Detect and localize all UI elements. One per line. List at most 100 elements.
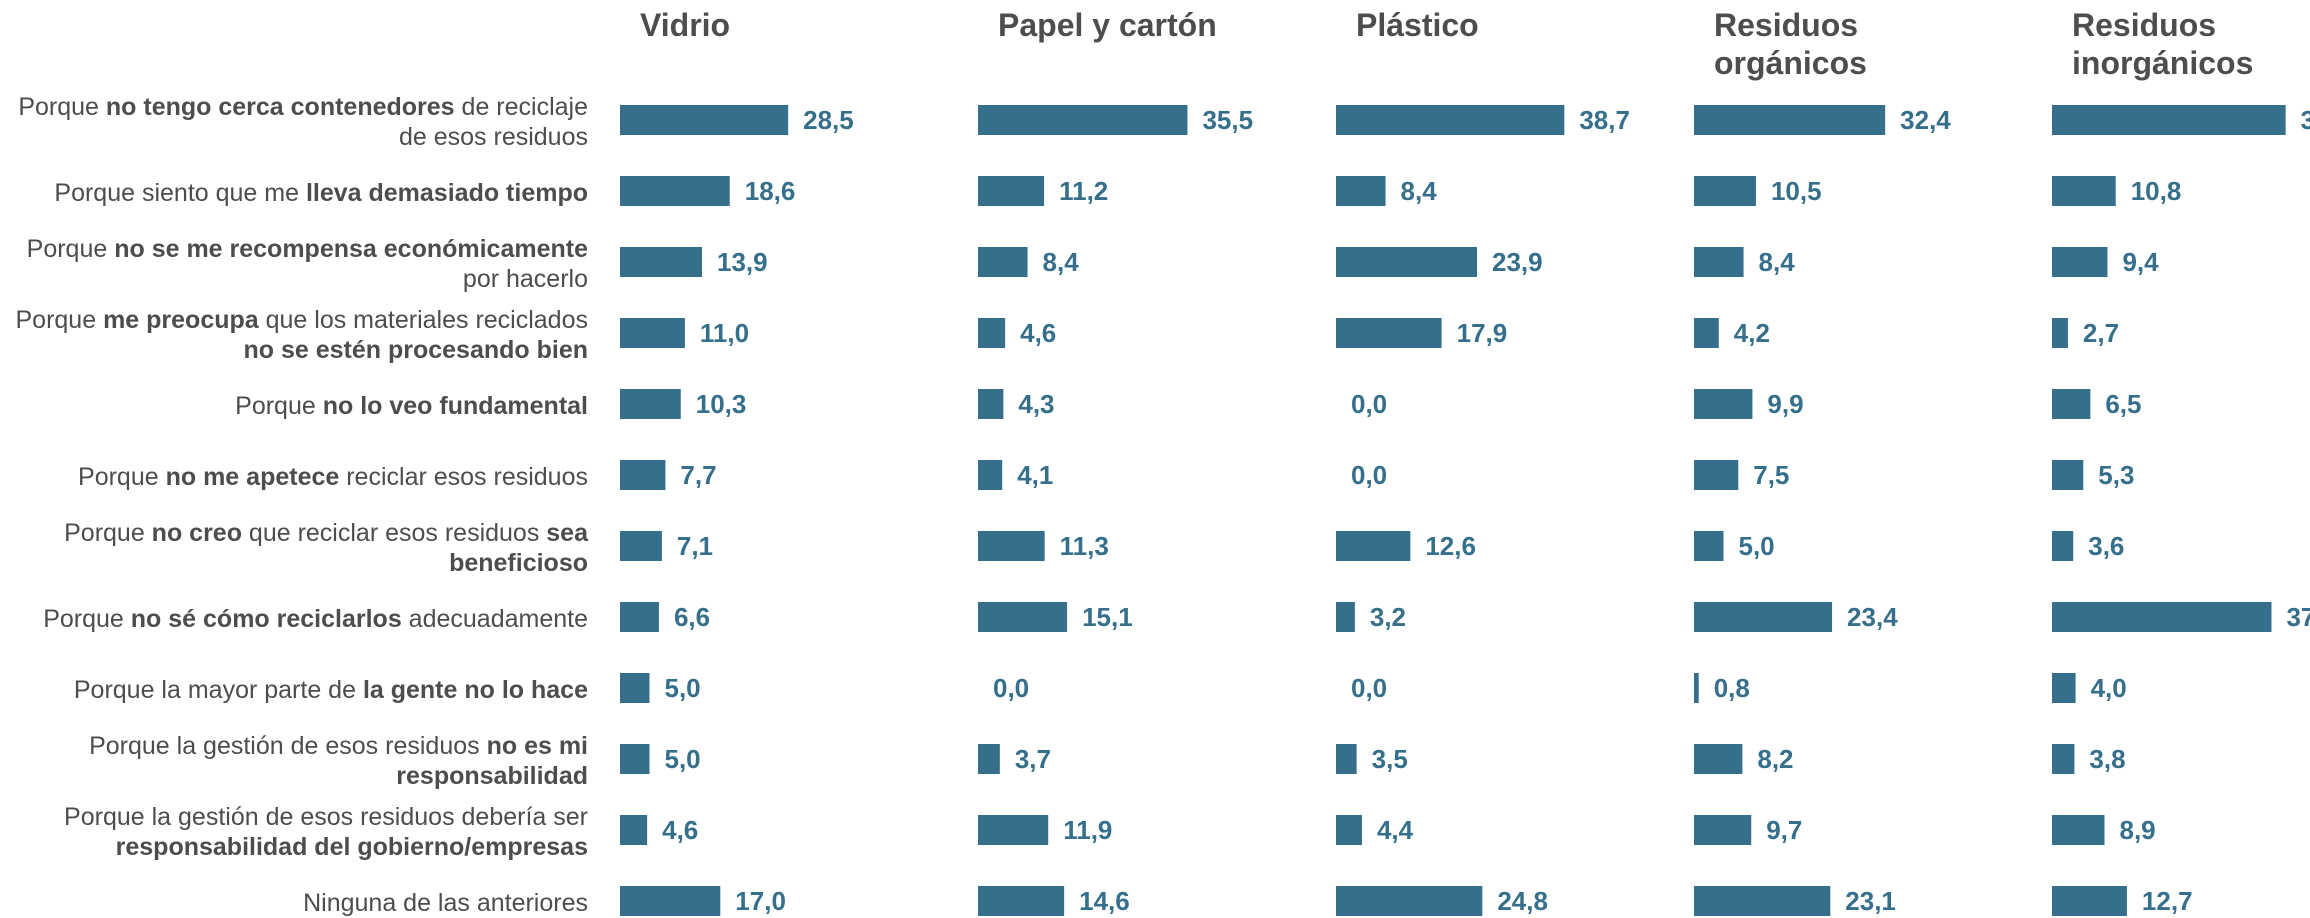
category-label-part: Ninguna de las anteriores [303, 889, 588, 917]
data-label: 2,7 [2083, 318, 2119, 348]
bar [620, 247, 703, 277]
bar [1694, 176, 1756, 206]
category-label-part: Porque la mayor parte de [73, 676, 363, 704]
bar [2052, 389, 2091, 419]
data-label: 18,6 [745, 176, 796, 206]
panel-title: Residuos orgánicos [1714, 7, 1867, 81]
category-label-part: no se me recompensa económicamente [114, 235, 588, 263]
bar [2052, 886, 2127, 916]
data-label: 11,9 [1063, 815, 1112, 845]
bar [1694, 389, 1753, 419]
data-label: 7,1 [677, 531, 713, 561]
bar [620, 460, 666, 490]
bar [2052, 460, 2084, 490]
data-label: 35,5 [1202, 105, 1253, 135]
bar [620, 176, 730, 206]
bar [620, 744, 650, 774]
bar [1336, 247, 1478, 277]
category-label: Porque no me apetece reciclar esos resid… [0, 462, 588, 492]
category-label-part: no es mi responsabilidad [396, 732, 588, 790]
category-label: Porque la gestión de esos residuos no es… [0, 731, 588, 791]
category-label-part: Porque [235, 392, 323, 420]
data-label: 6,5 [2105, 389, 2141, 419]
data-label: 32,4 [1900, 105, 1951, 135]
data-label: 38,7 [1579, 105, 1630, 135]
data-label: 37,2 [2286, 602, 2310, 632]
data-label: 4,6 [662, 815, 698, 845]
data-label: 9,9 [1767, 389, 1803, 419]
category-label: Porque no lo veo fundamental [0, 391, 588, 421]
category-label-part: no sé cómo reciclarlos [130, 605, 402, 633]
bar [2052, 176, 2116, 206]
category-label: Porque no tengo cerca contenedores de re… [0, 92, 588, 152]
data-label: 10,8 [2131, 176, 2182, 206]
bar [2052, 815, 2105, 845]
data-label: 0,0 [1351, 389, 1387, 419]
panel-title: Papel y cartón [998, 7, 1217, 43]
bar [620, 673, 650, 703]
category-label-part: la gente no lo hace [362, 676, 588, 704]
bar [1694, 531, 1724, 561]
data-label: 23,9 [1492, 247, 1543, 277]
category-label-part: Porque [78, 463, 166, 491]
bar [1694, 744, 1743, 774]
category-label-part: de reciclaje de esos residuos [398, 93, 588, 151]
data-label: 6,6 [674, 602, 710, 632]
category-label-part: Porque la gestión de esos residuos deber… [64, 803, 588, 831]
bar [2052, 247, 2108, 277]
data-label: 4,4 [1377, 815, 1414, 845]
bar [1694, 673, 1699, 703]
data-label: 15,1 [1082, 602, 1133, 632]
bar [620, 531, 662, 561]
data-label: 9,4 [2122, 247, 2159, 277]
bar [1336, 815, 1362, 845]
data-label: 10,5 [1771, 176, 1822, 206]
data-label: 3,6 [2088, 531, 2124, 561]
category-label: Porque la gestión de esos residuos deber… [0, 802, 588, 862]
bar [2052, 531, 2074, 561]
panel-title: Vidrio [640, 7, 731, 43]
category-label-part: adecuadamente [401, 605, 588, 633]
category-label-part: me preocupa [103, 306, 259, 334]
panel-title: Plástico [1356, 7, 1479, 43]
category-label-part: no creo [151, 519, 242, 547]
bar [1694, 247, 1744, 277]
data-label: 10,3 [696, 389, 747, 419]
category-label-part: responsabilidad del gobierno/empresas [115, 833, 588, 861]
bar [978, 176, 1045, 206]
bar [2052, 105, 2286, 135]
bar [2052, 673, 2076, 703]
bar [1694, 886, 1831, 916]
category-label-part: no lo veo fundamental [322, 392, 588, 420]
data-label: 39,6 [2301, 105, 2310, 135]
data-label: 28,5 [803, 105, 854, 135]
data-label: 8,4 [1759, 247, 1796, 277]
data-label: 12,7 [2142, 886, 2193, 916]
bar [1336, 105, 1565, 135]
bar [978, 318, 1006, 348]
data-label: 0,0 [1351, 673, 1387, 703]
data-label: 3,7 [1015, 744, 1051, 774]
category-label-part: que los materiales reciclados [258, 306, 588, 334]
bar [620, 602, 659, 632]
data-label: 5,0 [665, 744, 701, 774]
category-label-part: Porque [64, 519, 152, 547]
bar [2052, 744, 2075, 774]
bar [978, 460, 1003, 490]
data-label: 5,0 [1739, 531, 1775, 561]
category-label-part: Porque la gestión de esos residuos [89, 732, 487, 760]
category-label-part: lleva demasiado tiempo [305, 179, 588, 207]
bar [978, 886, 1065, 916]
data-label: 17,9 [1457, 318, 1508, 348]
bar [1336, 602, 1355, 632]
bar [620, 318, 685, 348]
bar [620, 105, 789, 135]
category-label-part: Porque [15, 306, 104, 334]
data-label: 8,2 [1757, 744, 1793, 774]
bar [620, 886, 721, 916]
data-label: 4,1 [1017, 460, 1053, 490]
data-label: 7,5 [1753, 460, 1789, 490]
bar [1694, 815, 1752, 845]
category-label-part: Porque [18, 93, 106, 121]
data-label: 0,0 [1351, 460, 1387, 490]
